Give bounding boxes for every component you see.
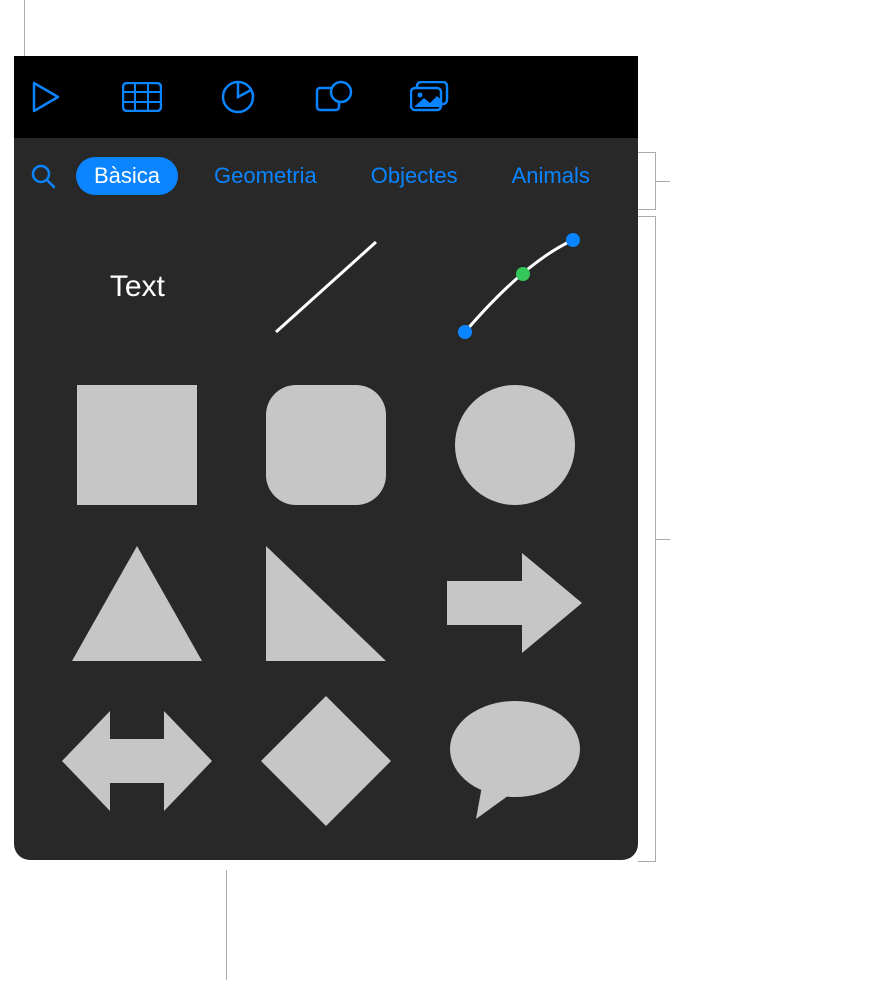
shapes-icon bbox=[315, 80, 353, 114]
category-objectes[interactable]: Objectes bbox=[353, 157, 476, 195]
shape-diamond[interactable] bbox=[237, 696, 416, 826]
speech-bubble-icon bbox=[450, 701, 580, 821]
container: Bàsica Geometria Objectes Animals Text bbox=[14, 56, 638, 138]
shape-arrow-bidirectional[interactable] bbox=[48, 696, 227, 826]
category-basica[interactable]: Bàsica bbox=[76, 157, 178, 195]
shape-rounded-square[interactable] bbox=[237, 380, 416, 510]
play-icon bbox=[32, 81, 60, 113]
shapes-popover: Bàsica Geometria Objectes Animals Text bbox=[14, 138, 638, 860]
category-row: Bàsica Geometria Objectes Animals bbox=[28, 152, 624, 200]
shape-text[interactable]: Text bbox=[48, 222, 227, 352]
square-icon bbox=[77, 385, 197, 505]
category-animals[interactable]: Animals bbox=[494, 157, 608, 195]
shape-arrow-right[interactable] bbox=[425, 538, 604, 668]
table-icon bbox=[122, 82, 162, 112]
shape-star[interactable] bbox=[425, 854, 604, 860]
callout-shapes-h bbox=[656, 539, 670, 540]
shape-right-triangle[interactable] bbox=[237, 538, 416, 668]
callout-line-bottom bbox=[226, 870, 227, 980]
circle-icon bbox=[455, 385, 575, 505]
curve-icon bbox=[445, 232, 585, 342]
shape-callout-down[interactable] bbox=[48, 854, 227, 860]
media-button[interactable] bbox=[410, 77, 450, 117]
search-icon bbox=[30, 163, 56, 189]
shapes-button[interactable] bbox=[314, 77, 354, 117]
shapes-grid: Text bbox=[28, 200, 624, 860]
shape-pentagon[interactable] bbox=[237, 854, 416, 860]
chart-button[interactable] bbox=[218, 77, 258, 117]
table-button[interactable] bbox=[122, 77, 162, 117]
shape-square[interactable] bbox=[48, 380, 227, 510]
shape-circle[interactable] bbox=[425, 380, 604, 510]
line-icon bbox=[261, 232, 391, 342]
bracket-categories bbox=[638, 152, 656, 210]
rounded-square-icon bbox=[266, 385, 386, 505]
bracket-shapes bbox=[638, 216, 656, 862]
chart-icon bbox=[221, 80, 255, 114]
search-button[interactable] bbox=[28, 161, 58, 191]
play-button[interactable] bbox=[26, 77, 66, 117]
category-geometria[interactable]: Geometria bbox=[196, 157, 335, 195]
right-triangle-icon bbox=[266, 546, 386, 661]
diamond-icon bbox=[261, 696, 391, 826]
shape-line[interactable] bbox=[237, 222, 416, 352]
triangle-icon bbox=[72, 546, 202, 661]
media-icon bbox=[410, 81, 450, 113]
text-label: Text bbox=[110, 270, 165, 304]
shape-speech-bubble[interactable] bbox=[425, 696, 604, 826]
shape-triangle[interactable] bbox=[48, 538, 227, 668]
arrow-bidirectional-icon bbox=[62, 711, 212, 811]
shape-curve[interactable] bbox=[425, 222, 604, 352]
callout-categories-h bbox=[656, 181, 670, 182]
arrow-right-icon bbox=[447, 553, 582, 653]
toolbar bbox=[14, 56, 638, 138]
